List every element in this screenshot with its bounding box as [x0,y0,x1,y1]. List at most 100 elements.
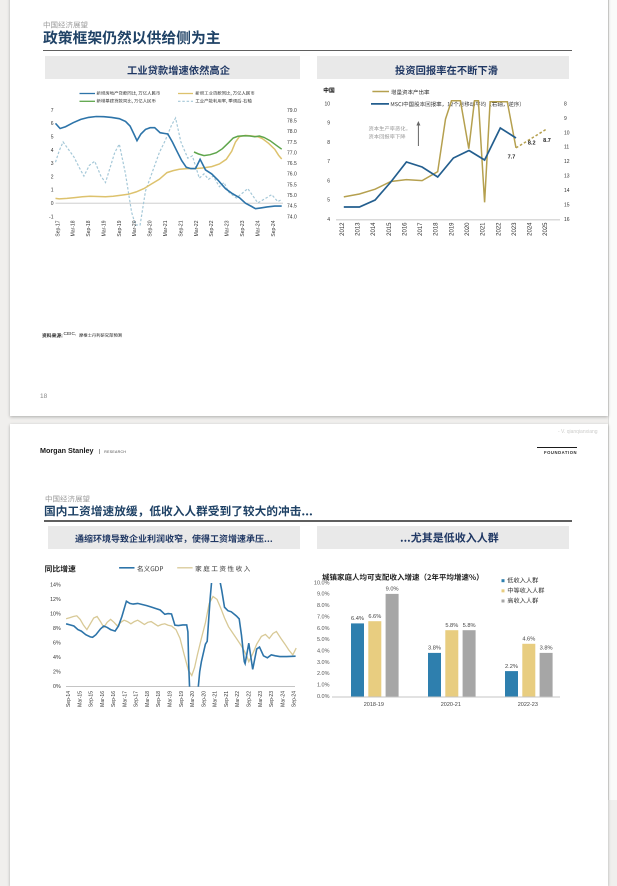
svg-text:5.0%: 5.0% [317,637,330,643]
svg-text:5.8%: 5.8% [445,623,458,629]
svg-text:10%: 10% [50,611,61,617]
svg-text:13: 13 [564,174,570,180]
svg-text:2025: 2025 [543,222,549,236]
svg-text:9.0%: 9.0% [386,587,399,593]
svg-text:0.0%: 0.0% [317,694,330,700]
svg-text:4%: 4% [53,655,61,661]
svg-text:Sep-19: Sep-19 [117,220,123,236]
svg-text:6: 6 [327,178,330,184]
svg-text:Mar-24: Mar-24 [255,220,261,236]
svg-text:4: 4 [327,217,330,223]
svg-text:5.8%: 5.8% [463,623,476,629]
svg-text:2.0%: 2.0% [317,671,330,677]
svg-text:Sep-24: Sep-24 [292,691,298,707]
svg-text:0%: 0% [53,684,61,690]
svg-text:6.4%: 6.4% [351,616,364,622]
svg-text:3: 3 [51,161,54,167]
svg-text:2014: 2014 [371,222,377,236]
svg-text:Mar-18: Mar-18 [145,691,151,707]
svg-text:Mar-23: Mar-23 [225,220,231,236]
svg-text:75.5: 75.5 [287,182,297,188]
svg-text:78.0: 78.0 [287,129,297,135]
svg-text:6: 6 [51,121,54,127]
svg-text:2022-23: 2022-23 [518,702,538,708]
svg-text:14%: 14% [50,582,61,588]
svg-text:Sep-14: Sep-14 [66,691,72,707]
svg-text:Mar-18: Mar-18 [71,220,77,236]
svg-text:7.0%: 7.0% [317,614,330,620]
svg-text:4.0%: 4.0% [317,648,330,654]
svg-text:Mar-22: Mar-22 [194,220,200,236]
svg-text:7: 7 [51,108,54,114]
svg-text:Sep-21: Sep-21 [224,691,230,707]
svg-text:2019: 2019 [449,222,455,236]
svg-text:2017: 2017 [418,222,424,236]
svg-text:7.7: 7.7 [508,155,516,161]
svg-text:76.5: 76.5 [287,161,297,167]
svg-text:2015: 2015 [387,222,393,236]
svg-text:2020-21: 2020-21 [441,702,461,708]
svg-text:77.0: 77.0 [287,151,297,157]
svg-text:10: 10 [564,130,570,136]
svg-text:Mar-22: Mar-22 [235,691,241,707]
svg-text:3.8%: 3.8% [540,646,553,652]
svg-text:12: 12 [564,159,570,165]
svg-text:Sep-23: Sep-23 [240,220,246,236]
svg-text:6.6%: 6.6% [368,614,381,620]
svg-text:2.2%: 2.2% [505,664,518,670]
svg-text:Mar-21: Mar-21 [213,691,219,707]
svg-text:Sep-18: Sep-18 [156,691,162,707]
svg-text:Mar-15: Mar-15 [77,691,83,707]
svg-text:Sep-22: Sep-22 [247,691,253,707]
svg-text:10: 10 [324,102,330,108]
svg-text:2024: 2024 [528,222,534,236]
svg-text:Mar-16: Mar-16 [100,691,106,707]
svg-text:74.0: 74.0 [287,214,297,220]
svg-text:76.0: 76.0 [287,172,297,178]
svg-text:15: 15 [564,202,570,208]
svg-text:3.0%: 3.0% [317,660,330,666]
svg-text:Mar-24: Mar-24 [280,691,286,707]
svg-text:Sep-17: Sep-17 [55,220,61,236]
svg-text:1: 1 [51,188,54,194]
svg-text:77.5: 77.5 [287,140,297,146]
svg-text:5: 5 [327,198,330,204]
svg-text:Mar-19: Mar-19 [168,691,174,707]
svg-text:8: 8 [327,140,330,146]
svg-text:Mar-17: Mar-17 [122,691,128,707]
svg-text:4.6%: 4.6% [522,637,535,643]
svg-text:Sep-21: Sep-21 [178,220,184,236]
svg-text:2016: 2016 [402,222,408,236]
svg-text:2022: 2022 [496,222,502,236]
svg-text:Mar-21: Mar-21 [163,220,169,236]
svg-text:75.0: 75.0 [287,193,297,199]
svg-text:Sep-24: Sep-24 [271,220,277,236]
svg-text:2013: 2013 [355,222,361,236]
svg-text:11: 11 [564,145,569,151]
svg-text:14: 14 [564,188,570,194]
svg-text:2018: 2018 [434,222,440,236]
svg-text:6%: 6% [53,641,61,647]
svg-text:7: 7 [327,159,330,165]
svg-text:78.5: 78.5 [287,119,297,125]
svg-text:10.0%: 10.0% [314,580,330,586]
svg-text:Sep-17: Sep-17 [134,691,140,707]
svg-text:Mar-20: Mar-20 [190,691,196,707]
svg-text:Mar-20: Mar-20 [132,220,138,236]
svg-text:2: 2 [51,174,54,180]
svg-text:Sep-23: Sep-23 [269,691,275,707]
svg-text:3.8%: 3.8% [428,646,441,652]
svg-text:Sep-16: Sep-16 [111,691,117,707]
svg-text:Sep-22: Sep-22 [209,220,215,236]
svg-text:Sep-20: Sep-20 [148,220,154,236]
svg-text:Sep-19: Sep-19 [179,691,185,707]
svg-text:9: 9 [564,116,567,122]
svg-text:Sep-20: Sep-20 [201,691,207,707]
svg-text:9: 9 [327,121,330,127]
svg-text:8: 8 [564,102,567,108]
svg-text:-1: -1 [49,214,54,220]
svg-text:8.0%: 8.0% [317,603,330,609]
svg-text:2021: 2021 [481,222,487,236]
svg-text:8%: 8% [53,626,61,632]
svg-text:8.2: 8.2 [528,140,536,146]
